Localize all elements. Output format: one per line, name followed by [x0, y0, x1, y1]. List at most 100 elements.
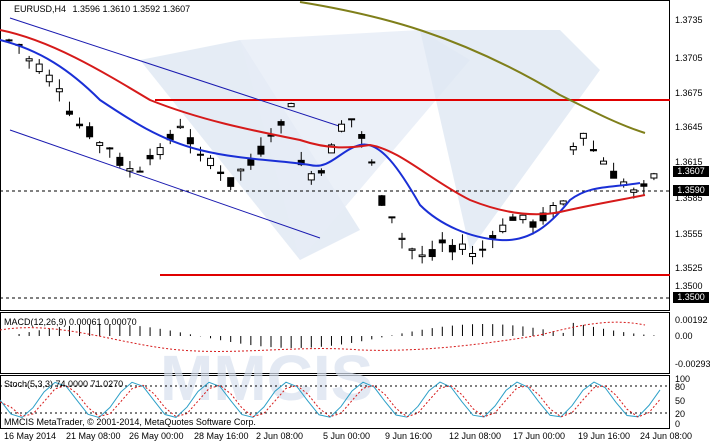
watermark-shape: [420, 30, 600, 250]
candle-body: [338, 123, 346, 132]
candle-body: [438, 239, 446, 244]
candle-body: [257, 145, 265, 155]
candle-body: [509, 216, 517, 221]
time-label: 2 Jun 08:00: [256, 431, 304, 441]
candle-body: [327, 144, 335, 154]
current-price-tag: 1.3607: [673, 166, 709, 177]
candle-body: [116, 156, 124, 166]
candle-body: [529, 221, 537, 228]
channel-lower: [9, 129, 321, 239]
price-label: 1.3675: [675, 88, 703, 98]
symbol-label: EURUSD,H4: [14, 4, 67, 14]
candle-body: [156, 147, 164, 156]
stoch-pane[interactable]: [0, 375, 670, 429]
ma-fast-line: [0, 39, 641, 242]
time-label: 26 May 00:00: [129, 431, 184, 441]
price-label: 1.3615: [675, 157, 703, 167]
macd-label: -0.00293: [675, 359, 710, 369]
candle-body: [499, 224, 507, 233]
copyright-text: MMCIS MetaTrader, © 2001-2014, MetaQuote…: [4, 417, 256, 427]
time-label: 24 Jun 08:00: [640, 431, 693, 441]
price-label: 1.3525: [675, 263, 703, 273]
candle-body: [368, 161, 376, 164]
candle-body: [186, 137, 194, 145]
ma-long-line: [299, 1, 646, 134]
price-label: 1.3705: [675, 53, 703, 63]
price-label: 1.3500: [675, 281, 703, 291]
stoch-label: 0: [675, 419, 681, 429]
time-label: 28 May 16:00: [194, 431, 249, 441]
candle-body: [136, 170, 144, 173]
candle-body: [196, 153, 204, 156]
candle-body: [65, 110, 73, 115]
low-price-tag: 1.3500: [673, 292, 709, 303]
candle-body: [428, 249, 436, 258]
channel-upper: [9, 17, 346, 129]
candle-body: [479, 248, 487, 251]
candle-body: [388, 216, 396, 219]
candle-body: [237, 168, 245, 172]
level-price-tag: 1.3590: [673, 185, 709, 196]
candle-body: [610, 170, 618, 179]
candle-body: [348, 118, 356, 121]
price-label: 1.3585: [675, 193, 703, 203]
candle-body: [569, 146, 577, 151]
candle-body: [86, 126, 94, 138]
candle-body: [630, 189, 638, 193]
stoch-label: 80: [675, 382, 686, 392]
macd-label: 0.00192: [675, 315, 708, 325]
chart-symbol-title: EURUSD,H4 1.3596 1.3610 1.3592 1.3607: [14, 4, 190, 14]
time-label: 12 Jun 08:00: [449, 431, 502, 441]
candle-body: [55, 88, 63, 93]
candle-body: [358, 134, 366, 139]
candle-body: [519, 214, 527, 221]
macd-pane[interactable]: [0, 312, 670, 374]
candle-body: [408, 248, 416, 251]
time-label: 19 Jun 16:00: [578, 431, 631, 441]
candle-body: [539, 212, 547, 222]
time-label: 17 Jun 00:00: [513, 431, 566, 441]
stoch-label: 100: [675, 374, 691, 384]
time-label: 21 May 08:00: [66, 431, 121, 441]
price-label: 1.3735: [675, 15, 703, 25]
candle-body: [469, 252, 477, 258]
candle-body: [106, 147, 114, 150]
candle-body: [307, 173, 315, 181]
macd-label: 0.00: [675, 331, 693, 341]
candle-body: [247, 159, 255, 166]
candle-body: [589, 149, 597, 152]
candle-body: [96, 142, 104, 146]
time-label: 16 May 2014: [4, 431, 57, 441]
candle-body: [146, 154, 154, 160]
time-label: 9 Jun 16:00: [385, 431, 433, 441]
candle-body: [489, 235, 497, 239]
candle-body: [207, 157, 215, 167]
candle-body: [640, 183, 648, 187]
stoch-label: 20: [675, 409, 686, 419]
candle-body: [458, 243, 466, 250]
watermark-text: MMCIS: [160, 342, 373, 414]
stoch-title: Stoch(5,3,3) 74.0000 71.0270: [4, 379, 124, 389]
candle-body: [76, 123, 84, 127]
candle-body: [378, 195, 386, 206]
price-label: 1.3555: [675, 229, 703, 239]
watermark-shape: [240, 30, 470, 260]
candle-body: [600, 160, 608, 165]
candle-body: [317, 170, 325, 174]
candle-body: [650, 173, 658, 179]
candle-body: [5, 39, 13, 42]
candle-body: [579, 132, 587, 139]
ma-slow-line: [0, 29, 646, 216]
candle-body: [217, 171, 225, 175]
price-label: 1.3645: [675, 122, 703, 132]
candle-body: [227, 177, 235, 187]
stoch-label: 50: [675, 396, 686, 406]
candle-body: [559, 200, 567, 205]
candle-body: [35, 63, 43, 73]
candle-body: [25, 58, 33, 62]
candle-body: [45, 74, 53, 83]
macd-title: MACD(12,26,9) 0.00061 0.00070: [4, 317, 137, 327]
candle-body: [176, 125, 184, 129]
